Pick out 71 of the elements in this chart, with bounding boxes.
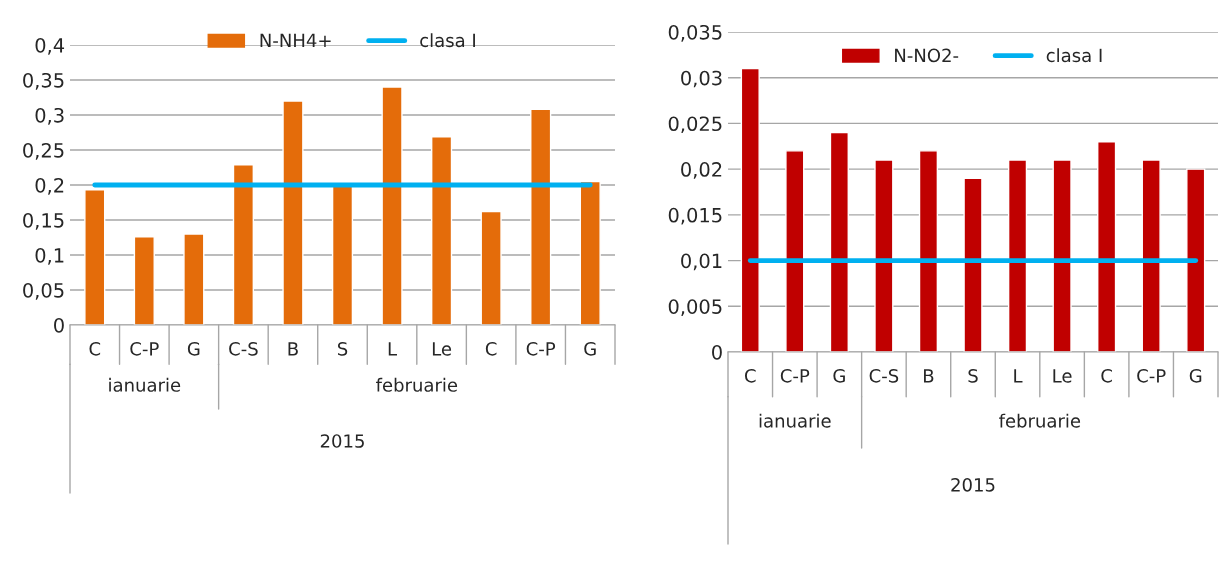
x-tick-label: G — [833, 368, 845, 383]
bar — [183, 233, 205, 325]
y-tick-label: 0,3 — [35, 107, 64, 125]
bar — [331, 184, 354, 325]
y-tick-label: 0,2 — [35, 177, 64, 195]
bar — [232, 164, 255, 325]
text: 2015 — [951, 477, 995, 492]
y-tick-label: 0,035 — [668, 24, 722, 42]
bar — [133, 236, 155, 325]
text: ianuarie — [759, 413, 831, 428]
bar — [1186, 168, 1206, 352]
y-tick-label: 0,02 — [681, 162, 722, 179]
x-tick-label: C — [1101, 368, 1112, 383]
x-tick-label: C-P — [780, 368, 810, 383]
bar — [1007, 159, 1028, 352]
y-tick-label: 0,1 — [35, 247, 64, 265]
bar — [84, 189, 106, 325]
x-tick-label: L — [388, 342, 397, 356]
legend-label: clasa I — [1046, 48, 1102, 63]
x-tick-label: C — [744, 368, 756, 383]
legend-label: N-NO2- — [895, 48, 959, 63]
bar — [963, 177, 983, 352]
x-tick-label: C-S — [869, 368, 899, 383]
x-tick-label: C-S — [229, 341, 258, 356]
y-tick-label: 0,005 — [668, 299, 722, 316]
x-tick-label: Le — [1053, 369, 1072, 383]
y-tick-label: 0,25 — [23, 142, 64, 160]
legend-label: N-NH4+ — [260, 33, 331, 47]
bar — [381, 86, 403, 325]
legend-label: clasa I — [420, 33, 475, 48]
bar — [579, 180, 601, 325]
bar — [740, 67, 760, 352]
y-tick-label: 0,01 — [681, 253, 722, 271]
y-tick-label: 0 — [54, 317, 64, 333]
x-tick-label: S — [337, 341, 348, 356]
bar — [1052, 159, 1072, 352]
bar — [918, 150, 939, 352]
x-tick-label: Le — [432, 342, 452, 356]
x-tick-label: B — [924, 369, 934, 383]
y-tick-label: 0 — [712, 344, 722, 360]
bar — [282, 100, 304, 325]
y-tick-label: 0,15 — [23, 212, 64, 230]
x-tick-label: C-P — [526, 341, 556, 356]
text: februarie — [999, 413, 1081, 428]
y-tick-label: 0,05 — [23, 282, 64, 300]
x-tick-label: G — [1189, 368, 1202, 383]
text: 2015 — [320, 434, 364, 448]
x-tick-label: C — [485, 341, 497, 356]
bar — [829, 131, 849, 352]
y-tick-label: 0,015 — [668, 207, 722, 225]
bar — [530, 108, 552, 325]
y-tick-label: 0,025 — [668, 116, 722, 134]
y-tick-label: 0,35 — [23, 72, 64, 90]
bar — [874, 159, 894, 352]
x-tick-label: S — [968, 368, 978, 383]
x-tick-label: B — [288, 342, 298, 356]
text: ianuarie — [109, 377, 181, 392]
bar — [1097, 141, 1117, 352]
x-tick-label: G — [187, 341, 200, 356]
x-tick-label: G — [584, 341, 596, 356]
text: februarie — [376, 377, 458, 392]
bar — [430, 136, 453, 325]
y-tick-label: 0,03 — [681, 70, 722, 88]
y-tick-label: 0,4 — [35, 37, 65, 55]
x-tick-label: C-P — [1137, 368, 1166, 383]
bar — [1141, 159, 1161, 352]
x-tick-label: C — [89, 341, 101, 356]
bar — [785, 150, 805, 352]
x-tick-label: C-P — [130, 341, 159, 356]
bar — [480, 210, 502, 325]
x-tick-label: L — [1014, 369, 1023, 383]
